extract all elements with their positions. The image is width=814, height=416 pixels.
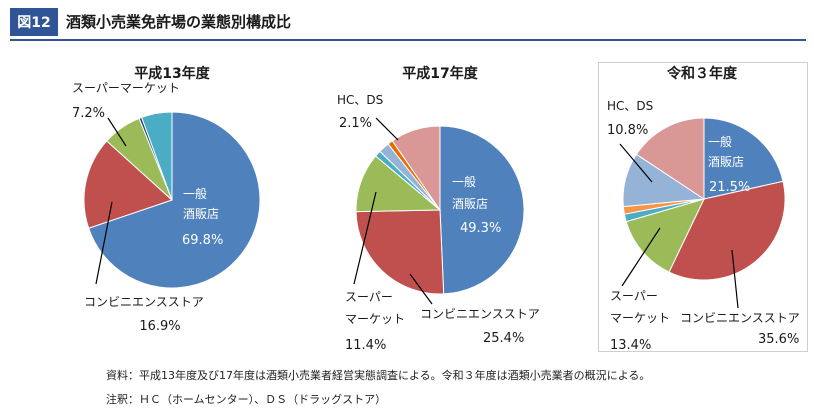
footnote: 注釈：ＨＣ（ホームセンター）、ＤＳ（ドラッグストア） [106, 393, 387, 406]
slice-value: 11.4% [345, 338, 386, 353]
slice-value: 16.9% [139, 319, 180, 334]
chart-title: 令和３年度 [666, 65, 738, 82]
leader-line [619, 143, 653, 183]
leader-line [107, 117, 127, 147]
slice-label: 酒販店 [183, 207, 219, 221]
pie-slice [83, 140, 173, 229]
pie-slice [391, 125, 441, 212]
slice-value: 49.3% [460, 221, 501, 236]
slice-value: 69.8% [182, 233, 223, 248]
leader-line [731, 249, 739, 309]
slice-label: 一般 [452, 174, 476, 189]
slice-label: 一般 [183, 186, 207, 201]
pie-slice [141, 111, 173, 201]
slice-value: 35.6% [758, 332, 799, 347]
pie-charts: 平成13年度一般酒販店69.8%コンビニエンスストア16.9%スーパーマーケット… [72, 65, 800, 353]
chart-title: 平成13年度 [134, 65, 210, 82]
pie-slice [439, 125, 525, 295]
slice-label: HC、DS [607, 99, 653, 113]
slice-value: 2.1% [339, 116, 372, 131]
slice-value: 21.5% [709, 180, 750, 195]
chart-title: 平成17年度 [402, 65, 478, 82]
slice-value: 13.4% [610, 338, 651, 353]
slice-label: スーパー [345, 290, 393, 304]
pie-slice [703, 117, 784, 200]
title-rule [10, 39, 806, 41]
pie-slice [355, 209, 445, 295]
slice-label: コンビニエンスストア [680, 311, 800, 325]
source-note: 資料：平成13年度及び17年度は酒類小売業者経営実態調査による。令和３年度は酒類… [106, 369, 651, 382]
slice-label: スーパー [610, 289, 658, 303]
slice-label: スーパーマーケット [72, 81, 180, 95]
slice-label: マーケット [610, 311, 670, 325]
slice-value: 7.2% [72, 106, 105, 121]
leader-line [353, 191, 377, 285]
pie-slice [625, 198, 705, 273]
leader-line [375, 117, 399, 141]
leader-line [621, 227, 661, 287]
slice-label: HC、DS [337, 93, 383, 107]
leader-line [95, 201, 113, 285]
figure-header: 図12 酒類小売業免許場の業態別構成比 [10, 8, 806, 41]
slice-label: コンビニエンスストア [420, 307, 540, 321]
slice-label: 一般 [708, 134, 732, 149]
pie-slice [635, 117, 705, 200]
slice-label: 酒販店 [708, 155, 744, 169]
pie-slice [88, 111, 261, 289]
slice-value: 10.8% [607, 123, 648, 138]
slice-label: マーケット [345, 312, 405, 326]
pie-slice [668, 180, 786, 281]
figure-label: 図12 [10, 8, 58, 36]
page-title: 酒類小売業免許場の業態別構成比 [66, 13, 292, 31]
slice-label: コンビニエンスストア [84, 295, 204, 309]
leader-line [409, 273, 433, 305]
slice-label: 酒販店 [452, 197, 488, 211]
slice-value: 25.4% [483, 331, 524, 346]
